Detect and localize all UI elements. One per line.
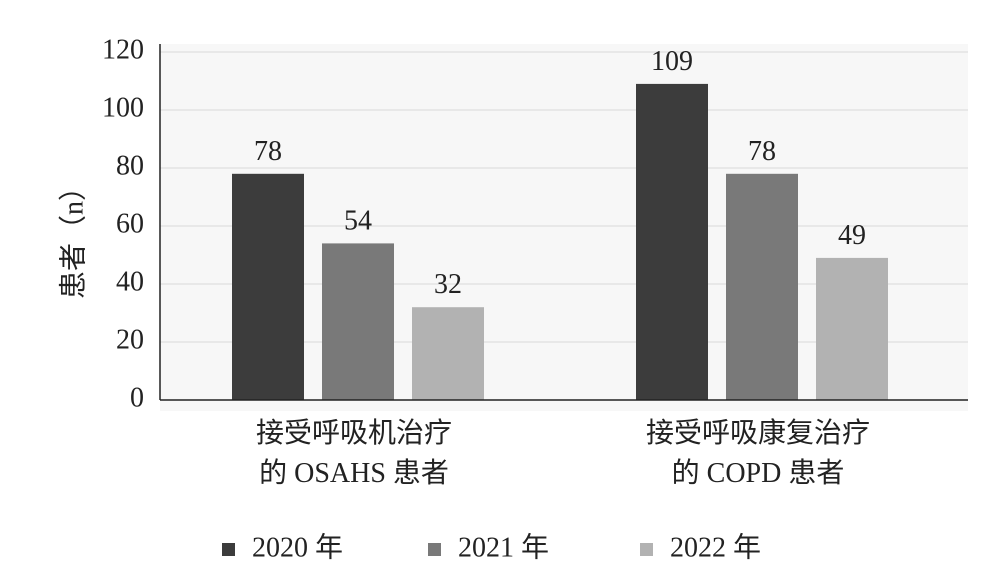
legend-swatch <box>222 543 235 556</box>
legend: 2020 年 2021 年 2022 年 <box>222 531 761 563</box>
bars <box>232 83 888 401</box>
legend-label: 2021 年 <box>458 531 549 563</box>
y-axis-label: 患者（n） <box>57 173 89 299</box>
category-label: 的 COPD 患者 <box>672 457 845 489</box>
y-tick-label: 0 <box>130 382 144 413</box>
data-label: 54 <box>344 205 372 236</box>
y-tick-label: 120 <box>102 34 144 65</box>
bar <box>322 243 394 400</box>
bar <box>636 83 708 401</box>
data-labels: 78 54 32 109 78 49 <box>254 46 866 300</box>
category-label: 的 OSAHS 患者 <box>259 457 449 489</box>
legend-swatch <box>640 543 653 556</box>
data-label: 78 <box>748 136 776 167</box>
data-label: 49 <box>838 220 866 251</box>
bar <box>816 257 888 400</box>
legend-label: 2020 年 <box>252 531 343 563</box>
y-tick-label: 20 <box>116 324 144 355</box>
legend-swatch <box>428 543 441 556</box>
legend-label: 2022 年 <box>670 531 761 563</box>
data-label: 78 <box>254 136 282 167</box>
y-tick-label: 80 <box>116 150 144 181</box>
bar <box>412 307 484 400</box>
y-axis-ticks: 0 20 40 60 80 100 120 <box>102 34 144 413</box>
y-tick-label: 60 <box>116 208 144 239</box>
category-label: 接受呼吸机治疗 <box>256 417 452 449</box>
category-label: 接受呼吸康复治疗 <box>646 417 870 449</box>
data-label: 109 <box>651 46 693 77</box>
bar <box>726 173 798 400</box>
y-tick-label: 40 <box>116 266 144 297</box>
bar <box>232 173 304 400</box>
data-label: 32 <box>434 269 462 300</box>
y-tick-label: 100 <box>102 92 144 123</box>
